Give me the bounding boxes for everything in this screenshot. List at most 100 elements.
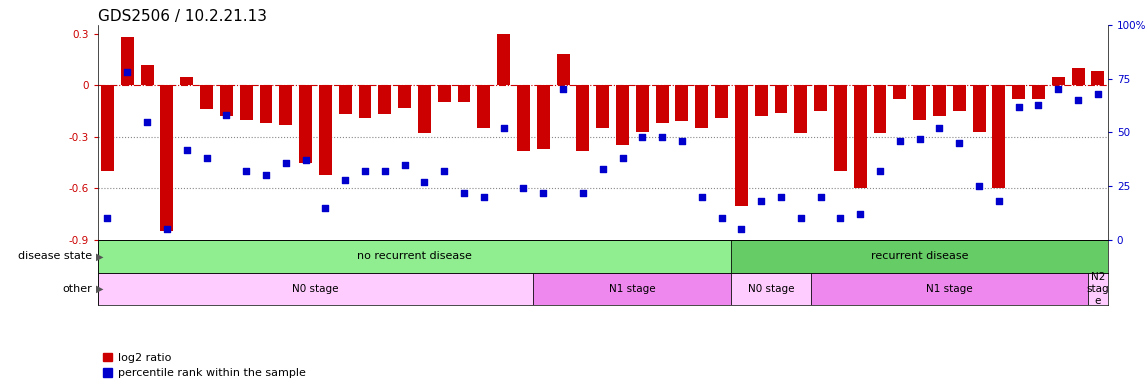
Point <box>416 179 434 185</box>
Text: no recurrent disease: no recurrent disease <box>357 251 472 262</box>
Point <box>375 168 394 174</box>
Point <box>277 159 295 166</box>
Point <box>217 112 235 118</box>
Point <box>713 215 731 222</box>
Point <box>732 226 751 232</box>
Text: ▶: ▶ <box>96 284 104 294</box>
Bar <box>810 273 1088 305</box>
Bar <box>794 85 807 133</box>
Point <box>752 198 770 204</box>
Point <box>99 215 117 222</box>
Legend: log2 ratio, percentile rank within the sample: log2 ratio, percentile rank within the s… <box>103 353 305 379</box>
Point <box>1009 104 1027 110</box>
Bar <box>874 85 886 133</box>
Bar <box>775 85 788 113</box>
Bar <box>161 85 173 232</box>
Text: disease state: disease state <box>17 251 92 262</box>
Bar <box>339 85 351 114</box>
Point <box>970 183 988 189</box>
Bar <box>121 37 133 85</box>
Point <box>514 185 533 192</box>
Point <box>257 172 276 179</box>
Point <box>594 166 612 172</box>
Bar <box>696 85 708 128</box>
Text: N0 stage: N0 stage <box>293 284 339 294</box>
Point <box>812 194 830 200</box>
Bar <box>972 85 985 132</box>
Point <box>1069 97 1087 103</box>
Point <box>613 155 631 161</box>
Point <box>118 69 137 75</box>
Point <box>356 168 374 174</box>
Text: recurrent disease: recurrent disease <box>871 251 969 262</box>
Point <box>1088 91 1107 97</box>
Text: ▶: ▶ <box>96 251 104 262</box>
Bar <box>379 85 391 114</box>
Point <box>574 190 592 196</box>
Bar <box>953 85 965 111</box>
Bar <box>656 85 668 123</box>
Bar <box>1013 85 1025 99</box>
Point <box>395 162 413 168</box>
Point <box>990 198 1008 204</box>
Point <box>653 134 672 140</box>
Bar <box>992 85 1006 189</box>
Point <box>553 86 572 93</box>
Bar <box>731 240 1108 273</box>
Point <box>951 140 969 146</box>
Bar <box>1072 68 1085 85</box>
Bar <box>893 85 906 99</box>
Bar <box>458 85 471 103</box>
Bar <box>259 85 272 123</box>
Bar <box>200 85 214 109</box>
Bar <box>537 85 550 149</box>
Bar <box>300 85 312 162</box>
Bar <box>1032 85 1045 99</box>
Bar <box>358 85 372 118</box>
Point <box>138 119 156 125</box>
Point <box>771 194 790 200</box>
Point <box>1030 101 1048 108</box>
Point <box>236 168 255 174</box>
Bar <box>141 65 154 85</box>
Bar <box>854 85 867 189</box>
Bar <box>616 85 629 146</box>
Point <box>1049 86 1068 93</box>
Point <box>197 155 216 161</box>
Bar <box>596 85 610 128</box>
Bar <box>437 85 451 103</box>
Bar <box>279 85 293 125</box>
Bar <box>814 85 827 111</box>
Text: other: other <box>62 284 92 294</box>
Point <box>296 157 315 164</box>
Bar <box>715 85 728 118</box>
Point <box>910 136 929 142</box>
Bar <box>534 273 731 305</box>
Text: N0 stage: N0 stage <box>747 284 794 294</box>
Bar <box>913 85 926 119</box>
Point <box>474 194 492 200</box>
Bar <box>418 85 430 133</box>
Bar <box>497 33 510 85</box>
Bar <box>517 85 530 151</box>
Point <box>178 147 196 153</box>
Bar <box>754 85 768 116</box>
Point <box>157 226 176 232</box>
Bar <box>101 85 114 171</box>
Bar <box>1092 71 1104 85</box>
Bar <box>220 85 233 116</box>
Bar <box>933 85 946 116</box>
Bar <box>557 54 569 85</box>
Text: GDS2506 / 10.2.21.13: GDS2506 / 10.2.21.13 <box>98 9 266 24</box>
Point <box>692 194 711 200</box>
Point <box>673 138 691 144</box>
Point <box>495 125 513 131</box>
Bar <box>478 85 490 128</box>
Point <box>336 177 355 183</box>
Bar <box>833 85 847 171</box>
Bar <box>1052 76 1064 85</box>
Point <box>871 168 890 174</box>
Bar <box>319 85 332 175</box>
Point <box>851 211 869 217</box>
Text: N1 stage: N1 stage <box>610 284 656 294</box>
